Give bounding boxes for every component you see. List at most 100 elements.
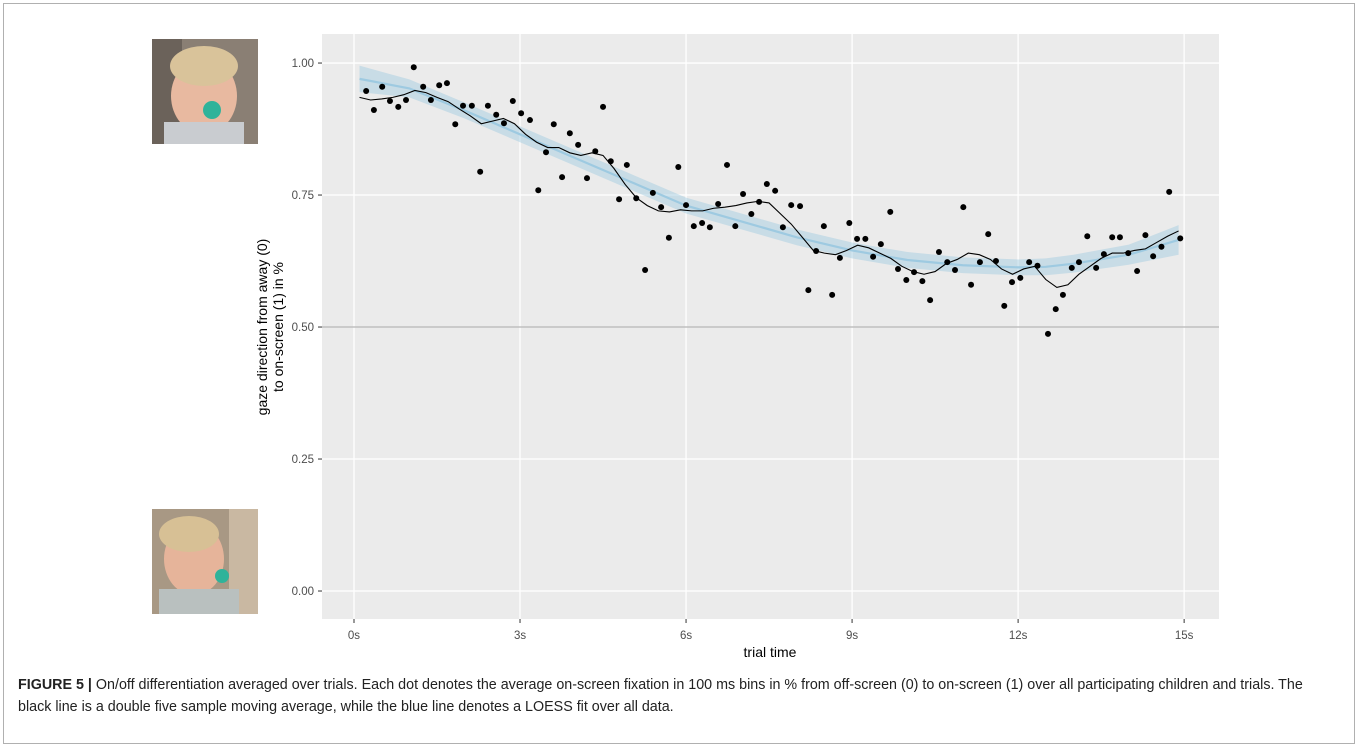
point <box>895 265 902 272</box>
point <box>649 189 656 196</box>
point <box>862 235 869 242</box>
point <box>509 98 516 105</box>
point <box>1084 233 1091 240</box>
y-tick-label: 0.75 <box>292 190 314 202</box>
point <box>1116 234 1123 241</box>
caption: FIGURE 5 | On/off differentiation averag… <box>18 674 1340 718</box>
photo-on-screen <box>152 39 258 144</box>
point <box>427 96 434 103</box>
point <box>836 254 843 261</box>
point <box>518 110 525 117</box>
point <box>623 161 630 168</box>
point <box>477 168 484 175</box>
line <box>359 89 1179 289</box>
chart: trial time gaze direction from away (0) … <box>152 34 1219 660</box>
x-tick-label: 0s <box>348 630 360 642</box>
point <box>566 130 573 137</box>
caption-text: On/off differentiation averaged over tri… <box>18 677 1303 715</box>
point <box>665 234 672 241</box>
line <box>359 77 1179 269</box>
point <box>690 223 697 230</box>
point <box>699 220 706 227</box>
point <box>1177 235 1184 242</box>
point <box>960 204 967 211</box>
point <box>420 83 427 90</box>
point <box>493 111 500 118</box>
point <box>403 96 410 103</box>
point <box>1052 306 1059 313</box>
point <box>363 88 370 95</box>
point <box>1075 259 1082 266</box>
point <box>779 224 786 231</box>
point <box>877 241 884 248</box>
point <box>1100 251 1107 258</box>
point <box>1109 234 1116 241</box>
point <box>543 149 550 156</box>
point <box>410 64 417 71</box>
y-axis-label: gaze direction from away (0) <box>254 239 270 416</box>
point <box>1093 264 1100 271</box>
point <box>1142 232 1149 239</box>
point <box>468 102 475 109</box>
point <box>1001 302 1008 309</box>
point <box>976 259 983 266</box>
x-tick-label: 15s <box>1175 630 1194 642</box>
point <box>887 208 894 215</box>
point <box>740 190 747 197</box>
point <box>927 297 934 304</box>
point <box>559 174 566 181</box>
point <box>919 278 926 285</box>
point <box>1166 188 1173 195</box>
point <box>763 180 770 187</box>
y-tick-label: 0.50 <box>292 322 314 334</box>
point <box>992 258 999 265</box>
point <box>1068 264 1075 271</box>
point <box>1026 259 1033 266</box>
x-tick-label: 9s <box>846 630 858 642</box>
point <box>443 80 450 87</box>
point <box>968 281 975 288</box>
point <box>805 287 812 294</box>
y-tick-label: 1.00 <box>292 58 314 70</box>
figure: trial time gaze direction from away (0) … <box>3 3 1355 744</box>
confidence-band <box>359 65 1179 276</box>
y-tick-label: 0.25 <box>292 454 314 466</box>
point <box>870 253 877 260</box>
point <box>379 83 386 90</box>
point <box>903 277 910 284</box>
point <box>1059 291 1066 298</box>
x-tick-label: 12s <box>1009 630 1028 642</box>
point <box>550 121 557 128</box>
point <box>575 141 582 148</box>
point <box>1158 243 1165 250</box>
point <box>935 249 942 256</box>
point <box>706 224 713 231</box>
point <box>797 203 804 210</box>
point <box>952 267 959 274</box>
point <box>370 107 377 114</box>
x-tick-label: 3s <box>514 630 526 642</box>
point <box>724 161 731 168</box>
point <box>1150 253 1157 260</box>
point <box>616 196 623 203</box>
x-axis-label: trial time <box>744 644 797 660</box>
point <box>452 121 459 128</box>
point <box>1017 274 1024 281</box>
point <box>985 231 992 238</box>
caption-label: FIGURE 5 | <box>18 677 92 693</box>
point <box>748 211 755 218</box>
point <box>1009 279 1016 286</box>
point <box>526 117 533 124</box>
point <box>715 201 722 208</box>
point <box>772 187 779 194</box>
point <box>583 175 590 182</box>
point <box>386 98 393 105</box>
y-tick-label: 0.00 <box>292 586 314 598</box>
point <box>820 223 827 230</box>
point <box>829 291 836 298</box>
point <box>607 158 614 165</box>
point <box>1044 330 1051 337</box>
point <box>732 223 739 230</box>
point <box>460 102 467 109</box>
point <box>484 102 491 109</box>
